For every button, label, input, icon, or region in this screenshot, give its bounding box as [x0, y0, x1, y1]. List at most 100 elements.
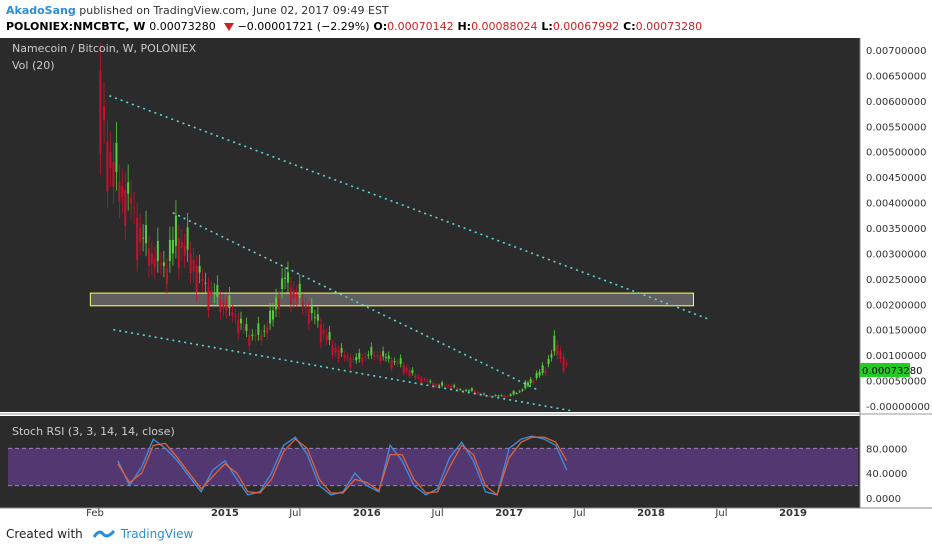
candle-body	[177, 238, 180, 269]
candle-body	[272, 310, 275, 320]
x-tick-label: Jul	[714, 508, 727, 519]
created-with-text: Created with	[6, 527, 83, 541]
symbol-label: POLONIEX:NMCBTC, W	[6, 20, 146, 33]
close-label: C:	[623, 20, 636, 33]
candle-body	[459, 389, 462, 391]
candle-body	[447, 385, 450, 387]
author-name[interactable]: AkadoSang	[6, 4, 76, 17]
candle-body	[426, 380, 429, 382]
candle-body	[192, 259, 195, 272]
x-tick-label: Jul	[431, 508, 444, 519]
candle-body	[165, 268, 168, 284]
candle-body	[470, 388, 473, 391]
price-axis	[860, 38, 932, 508]
y-tick-label: 0.00250000	[866, 275, 926, 286]
candle-body	[207, 286, 210, 311]
candle-body	[565, 362, 568, 365]
x-tick-label: Feb	[86, 508, 104, 519]
candle-body	[103, 105, 106, 121]
tradingview-brand[interactable]: TradingView	[120, 527, 194, 541]
candle-body	[115, 142, 118, 173]
candle-body	[328, 331, 331, 340]
candle-body	[535, 372, 538, 379]
y-tick-label: 0.00700000	[866, 46, 926, 57]
candle-body	[127, 182, 130, 194]
candle-body	[420, 378, 423, 385]
candle-body	[136, 217, 139, 260]
candle-body	[240, 318, 243, 324]
tradingview-logo-icon	[92, 529, 115, 538]
current-price-tag	[860, 363, 910, 377]
candle-body	[195, 266, 198, 293]
candle-body	[467, 390, 470, 392]
candle-body	[541, 365, 544, 373]
chart-title: Namecoin / Bitcoin, W, POLONIEX	[12, 42, 197, 55]
candle-body	[390, 360, 393, 369]
candle-body	[292, 290, 295, 300]
candle-body	[269, 310, 272, 324]
candle-body	[387, 355, 390, 359]
candle-body	[337, 350, 340, 359]
candle-body	[186, 227, 189, 250]
x-tick-label: Jul	[572, 508, 585, 519]
down-arrow-icon	[223, 23, 234, 31]
candle-body	[139, 228, 142, 243]
candle-body	[408, 370, 411, 377]
ohlc-bar: POLONIEX:NMCBTC, W 0.00073280 −0.0000172…	[6, 20, 702, 33]
candle-body	[529, 379, 532, 384]
x-tick-label: 2017	[495, 508, 523, 519]
candle-body	[497, 395, 500, 397]
y-tick-label: 0.00100000	[866, 351, 926, 362]
candle-body	[432, 383, 435, 388]
candle-body	[373, 355, 376, 357]
candle-body	[313, 316, 316, 318]
candle-body	[281, 278, 284, 290]
candle-body	[559, 350, 562, 359]
price-chart[interactable]: 0.00700000 0.00650000 0.00600000 0.00550000…	[0, 38, 932, 520]
y-tick-label: 0.00650000	[866, 71, 926, 82]
candle-body	[275, 297, 278, 310]
candle-body	[145, 225, 148, 244]
candle-body	[130, 197, 133, 204]
high-value: 0.00088024	[471, 20, 538, 33]
candle-body	[189, 253, 192, 274]
candle-body	[340, 347, 343, 353]
candle-body	[349, 357, 352, 368]
candle-body	[414, 375, 417, 378]
candle-body	[257, 323, 260, 335]
low-label: L:	[541, 20, 553, 33]
candle-body	[450, 385, 453, 389]
candle-body	[346, 356, 349, 358]
candle-body	[225, 304, 228, 311]
candle-body	[512, 391, 515, 395]
sr-zone	[89, 292, 694, 307]
candle-body	[506, 395, 509, 397]
candle-body	[99, 70, 102, 155]
candle-body	[231, 311, 234, 316]
y-tick-label: 0.00050000	[866, 377, 926, 388]
candle-body	[251, 334, 254, 336]
x-tick-label: 2015	[211, 508, 239, 519]
candle-body	[423, 379, 426, 381]
rsi-band	[8, 448, 858, 486]
candle-body	[260, 334, 263, 340]
candle-body	[162, 262, 165, 267]
rsi-y-tick-label: 0.0000	[866, 494, 901, 505]
candle-body	[234, 315, 237, 317]
open-label: O:	[373, 20, 388, 33]
candle-body	[171, 239, 174, 254]
candle-body	[331, 344, 334, 355]
candle-body	[278, 299, 281, 310]
candle-body	[526, 382, 529, 386]
candle-body	[254, 334, 257, 337]
candle-body	[444, 385, 447, 387]
candle-body	[319, 324, 322, 343]
candle-body	[562, 356, 565, 372]
y-tick-label: 0.00300000	[866, 249, 926, 260]
candle-body	[248, 334, 251, 347]
candle-body	[538, 371, 541, 376]
candle-body	[405, 367, 408, 372]
candle-body	[361, 357, 364, 363]
candle-body	[384, 357, 387, 359]
rsi-y-tick-label: 40.0000	[866, 469, 907, 480]
